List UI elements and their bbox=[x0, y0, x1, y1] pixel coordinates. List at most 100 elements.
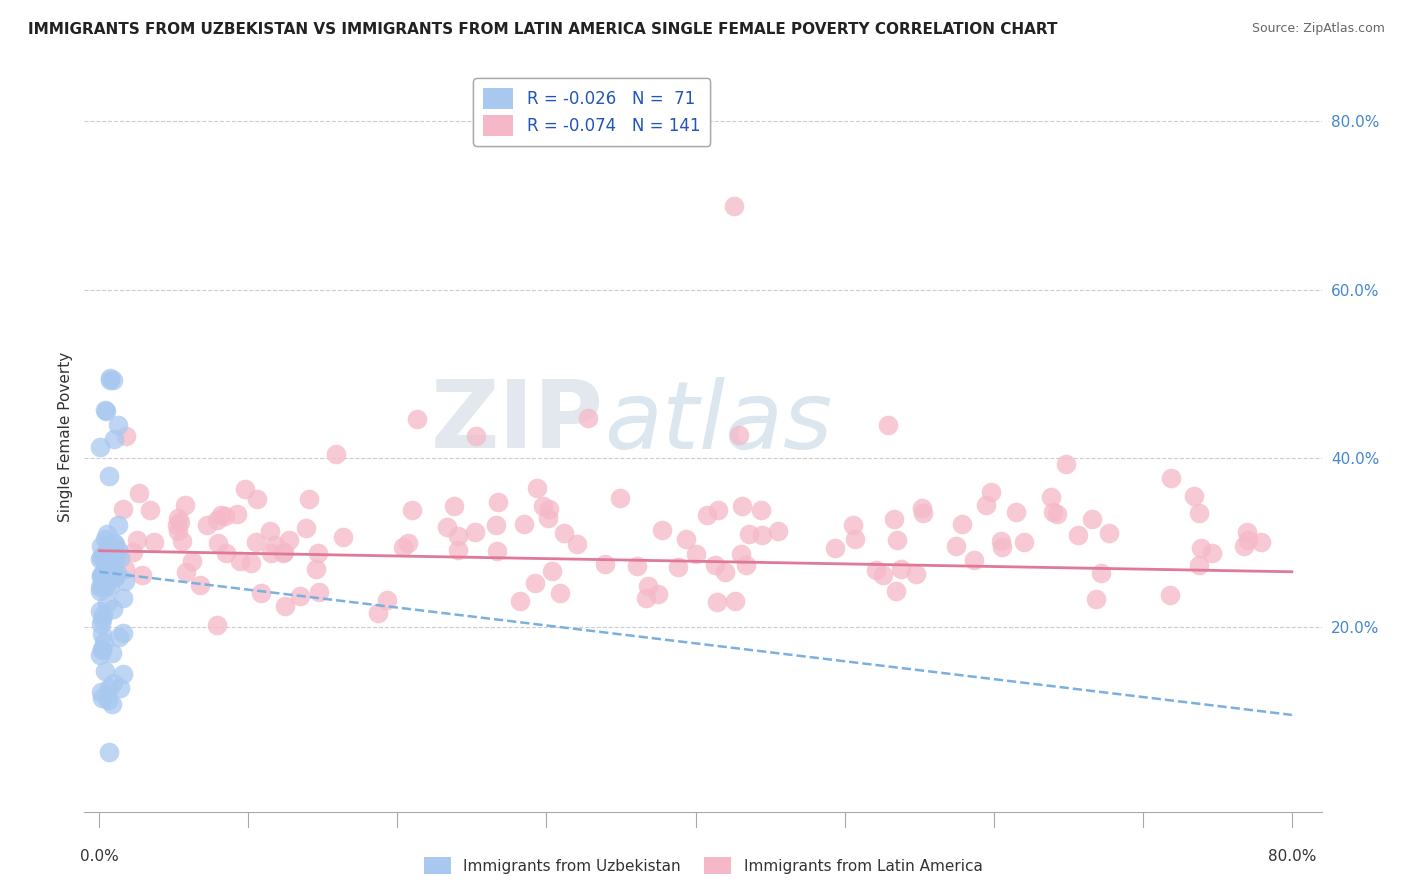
Point bbox=[1182, 489, 1205, 503]
Point bbox=[728, 428, 751, 442]
Point bbox=[93, 402, 115, 417]
Point bbox=[90, 685, 112, 699]
Point bbox=[274, 599, 297, 613]
Point bbox=[246, 492, 269, 507]
Point bbox=[976, 498, 998, 512]
Point bbox=[91, 611, 114, 625]
Point bbox=[115, 428, 138, 442]
Text: atlas: atlas bbox=[605, 376, 832, 467]
Point bbox=[1188, 558, 1211, 572]
Point bbox=[91, 608, 114, 623]
Point bbox=[166, 510, 188, 524]
Point bbox=[446, 542, 468, 557]
Point bbox=[735, 558, 758, 573]
Point bbox=[98, 579, 121, 593]
Point bbox=[1054, 458, 1077, 472]
Point bbox=[1160, 470, 1182, 484]
Point bbox=[295, 521, 318, 535]
Point bbox=[963, 552, 986, 566]
Point bbox=[93, 570, 115, 584]
Point bbox=[131, 567, 153, 582]
Point bbox=[229, 554, 252, 568]
Point bbox=[104, 536, 127, 550]
Point bbox=[122, 545, 145, 559]
Point bbox=[1188, 506, 1211, 520]
Point bbox=[249, 586, 271, 600]
Point bbox=[225, 508, 247, 522]
Point bbox=[103, 535, 125, 549]
Point bbox=[911, 500, 934, 515]
Point bbox=[112, 667, 135, 681]
Point bbox=[108, 550, 131, 565]
Point bbox=[94, 579, 117, 593]
Point bbox=[260, 546, 283, 560]
Point bbox=[90, 642, 112, 657]
Point bbox=[101, 697, 124, 711]
Point bbox=[89, 604, 111, 618]
Point bbox=[264, 538, 287, 552]
Point bbox=[167, 524, 190, 538]
Point bbox=[142, 535, 165, 549]
Point bbox=[205, 618, 228, 632]
Point bbox=[90, 643, 112, 657]
Point bbox=[405, 412, 427, 426]
Point bbox=[1090, 566, 1112, 580]
Point bbox=[1005, 505, 1028, 519]
Point bbox=[128, 485, 150, 500]
Y-axis label: Single Female Poverty: Single Female Poverty bbox=[58, 352, 73, 522]
Point bbox=[91, 578, 114, 592]
Point bbox=[531, 499, 554, 513]
Point bbox=[513, 517, 536, 532]
Point bbox=[94, 556, 117, 570]
Point bbox=[1233, 539, 1256, 553]
Point bbox=[886, 533, 908, 548]
Point bbox=[537, 502, 560, 516]
Text: 0.0%: 0.0% bbox=[80, 849, 118, 864]
Point bbox=[90, 691, 112, 706]
Point bbox=[90, 550, 112, 565]
Point bbox=[259, 524, 281, 539]
Point bbox=[651, 523, 673, 537]
Point bbox=[103, 432, 125, 446]
Point bbox=[593, 557, 616, 571]
Point bbox=[290, 589, 312, 603]
Point bbox=[609, 491, 631, 506]
Point bbox=[111, 501, 134, 516]
Point bbox=[945, 539, 967, 553]
Point bbox=[541, 564, 564, 578]
Point bbox=[107, 417, 129, 432]
Point bbox=[108, 630, 131, 644]
Point bbox=[436, 519, 458, 533]
Point bbox=[97, 681, 120, 696]
Point bbox=[486, 494, 509, 508]
Point bbox=[548, 586, 571, 600]
Point bbox=[749, 502, 772, 516]
Point bbox=[112, 591, 135, 605]
Point bbox=[486, 544, 509, 558]
Point bbox=[626, 558, 648, 573]
Point bbox=[884, 584, 907, 599]
Point bbox=[94, 548, 117, 562]
Point bbox=[905, 567, 928, 582]
Point bbox=[890, 562, 912, 576]
Point bbox=[277, 533, 299, 547]
Point bbox=[195, 517, 218, 532]
Point bbox=[1159, 588, 1181, 602]
Point bbox=[103, 566, 125, 581]
Point bbox=[730, 547, 752, 561]
Point bbox=[101, 676, 124, 690]
Point bbox=[188, 578, 211, 592]
Point bbox=[101, 373, 124, 387]
Point bbox=[89, 648, 111, 663]
Point bbox=[685, 547, 707, 561]
Point bbox=[824, 541, 846, 555]
Point bbox=[704, 558, 727, 572]
Point bbox=[637, 578, 659, 592]
Point bbox=[101, 552, 124, 566]
Point bbox=[105, 547, 128, 561]
Point bbox=[170, 533, 193, 548]
Point bbox=[1098, 526, 1121, 541]
Point bbox=[990, 540, 1012, 554]
Point bbox=[89, 581, 111, 595]
Point bbox=[447, 529, 470, 543]
